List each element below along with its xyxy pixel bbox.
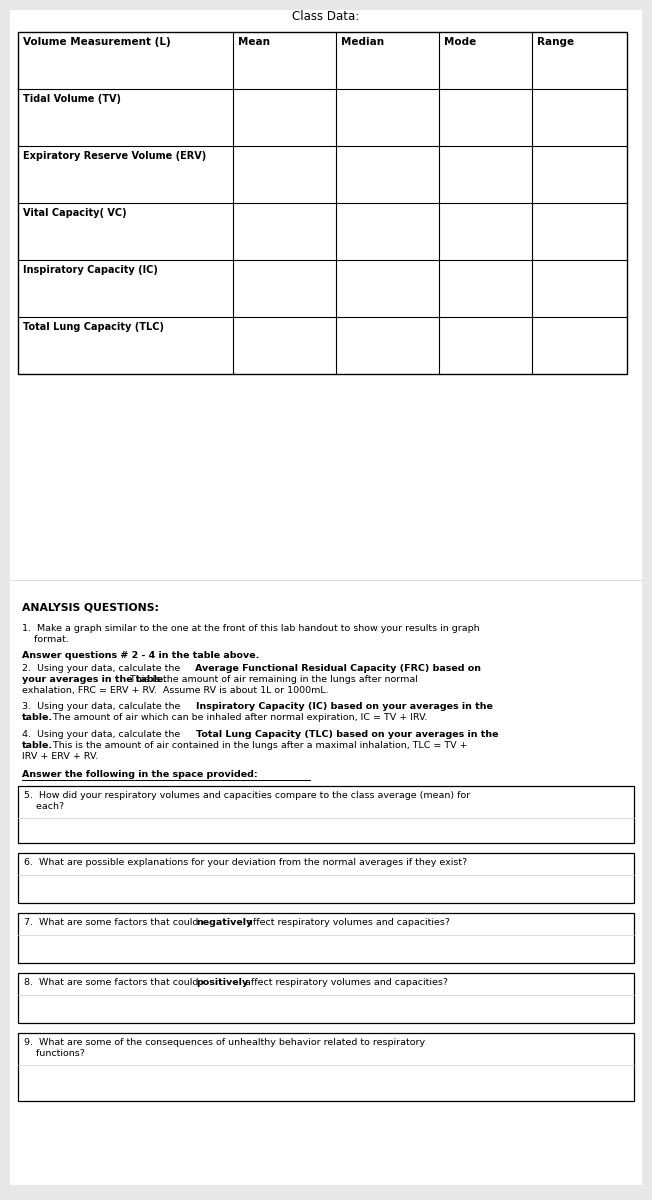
Text: Total Lung Capacity (TLC): Total Lung Capacity (TLC)	[23, 322, 164, 332]
Bar	[18, 973, 634, 1022]
Text: Vital Capacity( VC): Vital Capacity( VC)	[23, 208, 126, 218]
Text: Expiratory Reserve Volume (ERV): Expiratory Reserve Volume (ERV)	[23, 151, 206, 161]
Bar	[10, 10, 642, 910]
Text: Median: Median	[341, 37, 384, 47]
Text: affect respiratory volumes and capacities?: affect respiratory volumes and capacitie…	[244, 918, 450, 926]
Text: each?: each?	[24, 802, 64, 811]
Bar	[18, 32, 627, 374]
Text: 8.  What are some factors that could: 8. What are some factors that could	[24, 978, 201, 986]
Text: Mean: Mean	[238, 37, 270, 47]
Text: Inspiratory Capacity (IC) based on your averages in the: Inspiratory Capacity (IC) based on your …	[196, 702, 493, 710]
Text: This is the amount of air remaining in the lungs after normal: This is the amount of air remaining in t…	[127, 674, 418, 684]
Text: 4.  Using your data, calculate the: 4. Using your data, calculate the	[22, 730, 183, 739]
Bar	[18, 913, 634, 962]
Text: Class Data:: Class Data:	[292, 10, 360, 23]
Text: table.: table.	[22, 713, 53, 722]
Text: 2.  Using your data, calculate the: 2. Using your data, calculate the	[22, 664, 183, 673]
Text: Mode: Mode	[444, 37, 476, 47]
Text: ANALYSIS QUESTIONS:: ANALYSIS QUESTIONS:	[22, 602, 159, 612]
Text: Volume Measurement (L): Volume Measurement (L)	[23, 37, 171, 47]
Text: table.: table.	[22, 740, 53, 750]
Text: 5.  How did your respiratory volumes and capacities compare to the class average: 5. How did your respiratory volumes and …	[24, 791, 470, 800]
Text: 3.  Using your data, calculate the: 3. Using your data, calculate the	[22, 702, 183, 710]
Text: IRV + ERV + RV.: IRV + ERV + RV.	[22, 752, 98, 761]
Text: affect respiratory volumes and capacities?: affect respiratory volumes and capacitie…	[242, 978, 448, 986]
Text: This is the amount of air contained in the lungs after a maximal inhalation, TLC: This is the amount of air contained in t…	[50, 740, 467, 750]
Text: Inspiratory Capacity (IC): Inspiratory Capacity (IC)	[23, 265, 158, 275]
Text: negatively: negatively	[196, 918, 252, 926]
Text: functions?: functions?	[24, 1049, 85, 1058]
Text: positively: positively	[196, 978, 248, 986]
Bar	[10, 907, 642, 1186]
Text: Range: Range	[537, 37, 574, 47]
Text: Answer the following in the space provided:: Answer the following in the space provid…	[22, 770, 258, 779]
Bar	[18, 1033, 634, 1102]
Text: format.: format.	[22, 635, 69, 644]
Text: The amount of air which can be inhaled after normal expiration, IC = TV + IRV.: The amount of air which can be inhaled a…	[50, 713, 427, 722]
Text: Tidal Volume (TV): Tidal Volume (TV)	[23, 94, 121, 104]
Text: exhalation, FRC = ERV + RV.  Assume RV is about 1L or 1000mL.: exhalation, FRC = ERV + RV. Assume RV is…	[22, 686, 329, 695]
Bar	[18, 786, 634, 842]
Text: 7.  What are some factors that could: 7. What are some factors that could	[24, 918, 201, 926]
Text: 9.  What are some of the consequences of unhealthy behavior related to respirato: 9. What are some of the consequences of …	[24, 1038, 425, 1046]
Text: Average Functional Residual Capacity (FRC) based on: Average Functional Residual Capacity (FR…	[195, 664, 481, 673]
Text: Answer questions # 2 - 4 in the table above.: Answer questions # 2 - 4 in the table ab…	[22, 650, 259, 660]
Text: your averages in the table.: your averages in the table.	[22, 674, 167, 684]
Text: 6.  What are possible explanations for your deviation from the normal averages i: 6. What are possible explanations for yo…	[24, 858, 467, 866]
Bar	[18, 853, 634, 902]
Text: 1.  Make a graph similar to the one at the front of this lab handout to show you: 1. Make a graph similar to the one at th…	[22, 624, 480, 634]
Text: Total Lung Capacity (TLC) based on your averages in the: Total Lung Capacity (TLC) based on your …	[196, 730, 499, 739]
